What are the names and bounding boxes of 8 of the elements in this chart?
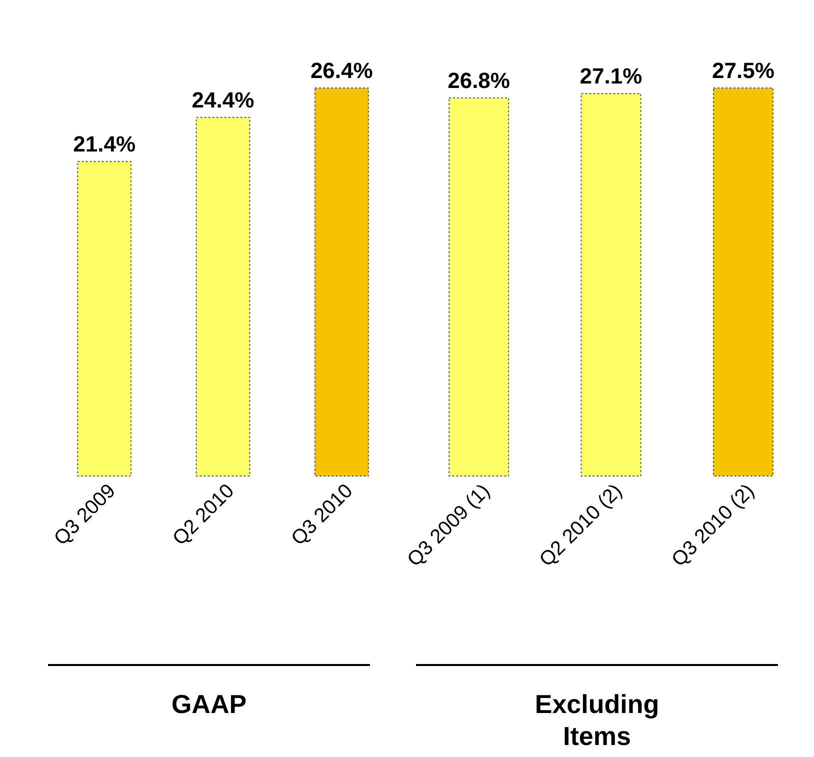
data-label: 24.4%	[192, 87, 254, 112]
x-axis-title: GAAP	[171, 689, 247, 719]
data-label: 21.4%	[73, 131, 136, 156]
data-label: 26.4%	[310, 58, 373, 83]
x-axis-title: Excluding Items	[534, 689, 660, 751]
data-label: 27.5%	[712, 58, 774, 83]
data-label: 26.8%	[448, 68, 510, 93]
data-label: 27.1%	[580, 64, 642, 89]
